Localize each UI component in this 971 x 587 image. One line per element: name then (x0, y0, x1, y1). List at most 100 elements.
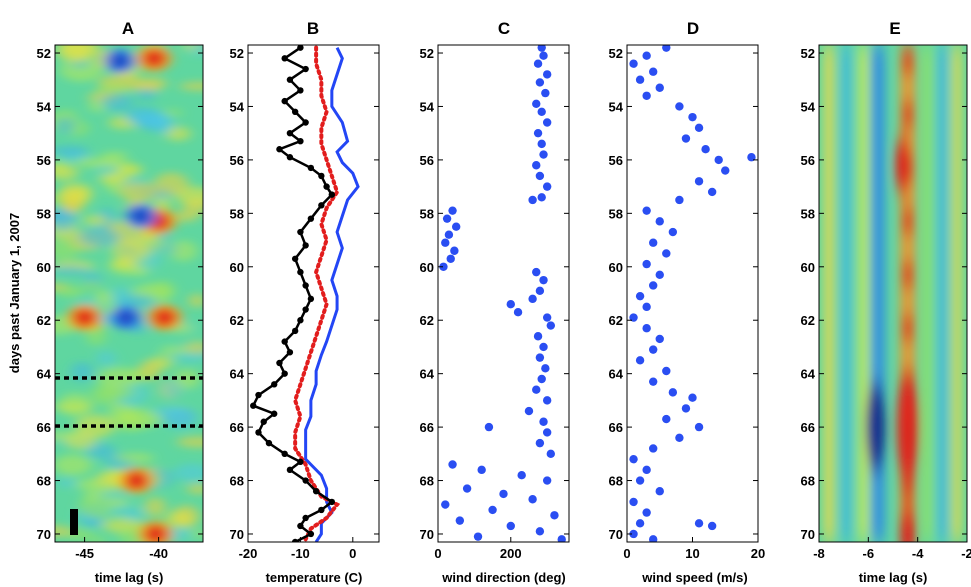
heatmap-cell (56, 116, 75, 134)
panel-a-frame (54, 44, 204, 543)
data-point (297, 228, 304, 236)
data-point (271, 381, 278, 388)
data-point (455, 516, 465, 525)
panel-b: B 52 54 56 58 60 62 64 66 68 70 -20 -10 0 temperatu… (230, 19, 380, 585)
heatmap-cell (165, 511, 194, 528)
data-point (281, 338, 288, 345)
panel-a-heatmap (55, 45, 203, 542)
panel-b-y-ticks: 52 54 56 58 60 62 64 66 68 70 (230, 46, 379, 542)
data-point (442, 214, 452, 223)
y-tick-label: 62 (420, 313, 434, 328)
panel-d-frame (626, 44, 759, 543)
heatmap-cell (118, 294, 156, 309)
data-point (642, 206, 651, 215)
data-point (535, 78, 545, 87)
panel-d-x-ticks: 0 10 20 (623, 537, 765, 561)
data-point (629, 313, 638, 322)
heatmap-cell (55, 265, 89, 275)
data-point (675, 102, 684, 111)
y-tick-label: 56 (420, 153, 434, 168)
heatmap-negative (118, 310, 135, 325)
panel-c-xlabel: wind direction (deg) (441, 570, 566, 585)
data-point (528, 495, 537, 504)
data-point (539, 417, 548, 426)
panel-c-frame (437, 44, 570, 543)
data-point (477, 465, 486, 475)
data-point (642, 508, 651, 517)
data-point (488, 505, 497, 515)
x-tick-label: -8 (813, 546, 825, 561)
panel-c-title: C (498, 19, 510, 38)
data-point (542, 70, 552, 79)
y-tick-label: 70 (420, 527, 434, 542)
data-point (550, 511, 559, 520)
x-tick-label: 0 (434, 546, 441, 561)
heatmap-cell (176, 436, 203, 448)
data-point (302, 282, 309, 289)
y-tick-label: 64 (609, 367, 624, 382)
data-point (542, 118, 552, 127)
data-point (444, 230, 454, 239)
y-tick-label: 60 (801, 260, 815, 275)
heatmap-positive (901, 474, 914, 503)
data-point (629, 497, 638, 507)
y-tick-label: 56 (37, 153, 51, 168)
heatmap-cell (96, 164, 120, 175)
data-point (297, 317, 304, 324)
y-tick-label: 60 (609, 260, 623, 275)
data-point (629, 59, 638, 68)
panel-a-y-ticks: 52 54 56 58 60 62 64 66 68 70 (37, 46, 203, 542)
x-tick-label: -6 (863, 546, 875, 561)
heatmap-positive (901, 528, 914, 542)
data-point (714, 155, 723, 165)
data-point (662, 414, 671, 424)
heatmap-cell (170, 240, 197, 262)
data-point (642, 91, 651, 100)
heatmap-band (841, 45, 851, 542)
data-point (276, 146, 283, 153)
heatmap-band (823, 45, 834, 542)
data-point (694, 519, 704, 528)
data-point (533, 59, 543, 68)
heatmap-cell (94, 289, 113, 308)
y-tick-label: 52 (420, 46, 434, 61)
data-point (302, 477, 309, 484)
panel-d-y-ticks: 52 54 56 58 60 62 64 66 68 70 (609, 46, 758, 542)
data-point (499, 489, 508, 499)
data-point (286, 129, 294, 137)
data-point (260, 418, 267, 425)
y-tick-label: 56 (801, 153, 815, 168)
data-point (662, 45, 671, 52)
data-point (629, 529, 638, 539)
heatmap-cell (83, 214, 109, 226)
data-point (694, 177, 704, 186)
data-point (307, 295, 315, 303)
data-point (307, 164, 315, 172)
y-tick-label: 68 (230, 474, 244, 489)
data-point (506, 299, 515, 309)
data-point (291, 255, 299, 262)
y-tick-label: 60 (37, 260, 51, 275)
heatmap-positive (901, 367, 914, 396)
heatmap-cell (159, 345, 192, 355)
data-point (318, 172, 325, 180)
panel-d-plot-area (629, 45, 756, 542)
heatmap-cell (58, 393, 92, 417)
data-point (747, 153, 756, 162)
data-point (537, 374, 546, 384)
y-tick-label: 54 (609, 99, 624, 114)
panel-b-frame (247, 44, 380, 543)
data-point (635, 519, 645, 528)
heatmap-cell (57, 478, 76, 488)
data-point (281, 450, 288, 458)
y-tick-label: 58 (420, 206, 434, 221)
data-point (707, 521, 717, 531)
data-point (642, 302, 651, 312)
data-point (537, 139, 546, 149)
heatmap-positive (125, 471, 148, 490)
heatmap-cell (114, 452, 155, 464)
data-point (532, 99, 541, 108)
heatmap-cell (55, 164, 79, 181)
y-tick-label: 64 (420, 367, 435, 382)
data-point (557, 535, 566, 542)
